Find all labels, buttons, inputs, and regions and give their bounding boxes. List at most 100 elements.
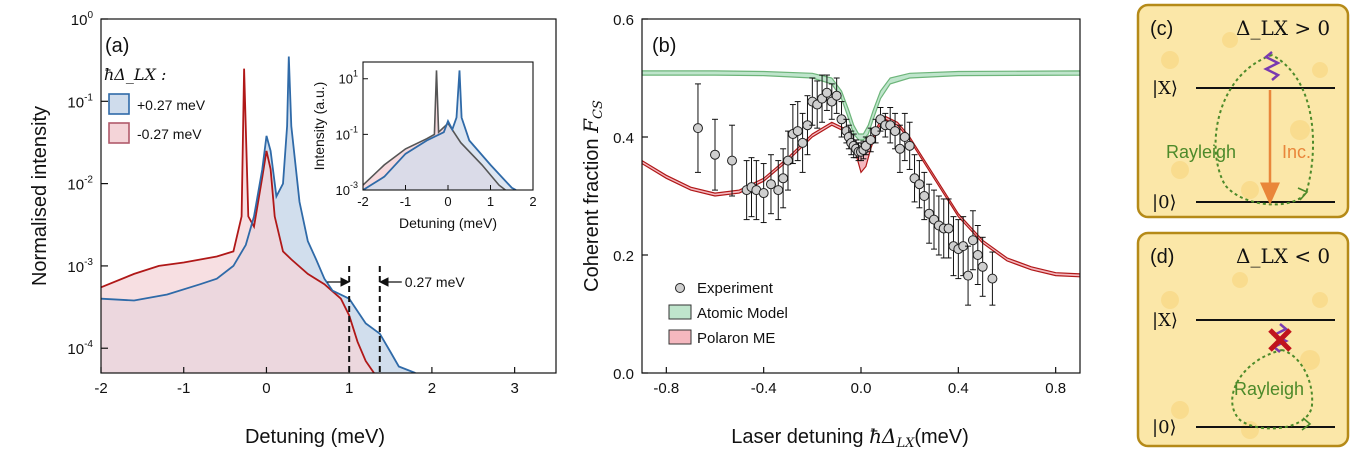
panel-b-axes: -0.8 -0.4 0.0 0.4 0.8 0.0 0.2 0.4 0.6 xyxy=(613,12,1066,397)
a-xtick-label-0: -2 xyxy=(94,380,107,397)
panel-a-frame xyxy=(100,18,557,374)
panel-d-condition: Δ_LX < 0 xyxy=(1236,244,1330,268)
panel-c-rayleigh-loop xyxy=(1214,54,1315,206)
panel-a-legend-title: ħΔ_LX : xyxy=(104,65,166,84)
panel-b: -0.8 -0.4 0.0 0.4 0.8 0.0 0.2 0.4 0.6 (b) Laser … xyxy=(579,12,1081,451)
panel-d-lower-label: |0⟩ xyxy=(1152,417,1177,438)
a-ytick-label-3: 10-3 xyxy=(67,257,93,276)
panel-c-incoherent-label: Inc. xyxy=(1282,142,1311,162)
experiment-point xyxy=(894,143,905,154)
legend-label-atomic: Atomic Model xyxy=(697,305,788,322)
panel-d-rayleigh-arrow-icon xyxy=(1301,417,1312,431)
panel-c-texture xyxy=(1161,32,1328,199)
experiment-point xyxy=(773,185,784,196)
experiment-point xyxy=(904,140,915,151)
in-ytick-label-2: 10-3 xyxy=(336,180,358,198)
series-line-negative xyxy=(101,68,375,373)
in-ytick-label-1: 10-1 xyxy=(336,124,358,142)
a-xtick-label-2: 0 xyxy=(262,380,270,397)
experiment-point xyxy=(710,149,720,160)
in-xtick-label-3: 1 xyxy=(487,194,494,209)
panel-c-laser-squiggle-icon xyxy=(1263,51,1281,81)
panel-b-xlabel: Laser detuning ħΔLX(meV) xyxy=(731,424,969,451)
panel-c-upper-label: |X⟩ xyxy=(1152,78,1178,99)
panel-c-lower-label: |0⟩ xyxy=(1152,192,1177,213)
panel-c-rayleigh-label: Rayleigh xyxy=(1166,142,1236,162)
experiment-point xyxy=(890,126,901,137)
experiment-point xyxy=(692,123,703,134)
panel-d-texture xyxy=(1161,272,1328,439)
a-xtick-label-5: 3 xyxy=(510,380,518,397)
in-ytick-label-0: 101 xyxy=(339,69,358,87)
a-xtick-label-3: 1 xyxy=(345,380,353,397)
b-xtick-label-4: 0.8 xyxy=(1045,380,1066,397)
panel-b-ylabel: Coherent fraction FCS xyxy=(579,100,606,292)
panel-d-upper-label: |X⟩ xyxy=(1152,310,1178,331)
a-ytick-label-0: 100 xyxy=(71,10,94,29)
experiment-point xyxy=(967,235,978,246)
a-ytick-label-2: 10-2 xyxy=(67,175,93,194)
a-xtick-label-1: -1 xyxy=(177,380,190,397)
panel-d-box xyxy=(1136,231,1350,448)
legend-swatch-positive xyxy=(108,93,130,115)
experiment-point xyxy=(963,270,974,281)
inset-axes: -2 -1 0 1 2 101 10-1 10-3 xyxy=(336,69,537,209)
experiment-point xyxy=(972,250,983,260)
panel-b-tag: (b) xyxy=(652,35,676,57)
legend-label-negative: -0.27 meV xyxy=(137,126,202,142)
a-xtick-label-4: 2 xyxy=(428,380,436,397)
in-xtick-label-0: -2 xyxy=(357,194,369,209)
panel-b-legend: Experiment Atomic Model Polaron ME xyxy=(668,280,788,347)
panel-c-rayleigh-arrow-icon xyxy=(1297,187,1309,201)
b-xtick-label-3: 0.4 xyxy=(948,380,969,397)
b-ytick-label-2: 0.4 xyxy=(613,130,634,147)
b-xtick-label-1: -0.4 xyxy=(751,380,777,397)
panel-d-blocked-cross-icon xyxy=(1268,328,1292,352)
panel-c-tag: (c) xyxy=(1150,18,1173,40)
polaron-me-band xyxy=(642,115,1080,278)
panel-d-tag: (d) xyxy=(1150,246,1174,268)
panel-b-plot-area xyxy=(642,70,1080,306)
experiment-point xyxy=(821,87,832,98)
legend-swatch-atomic xyxy=(668,304,692,320)
panel-d-rayleigh-loop xyxy=(1231,349,1314,430)
panel-a-ylabel: Normalised intensity xyxy=(29,106,51,286)
panel-a-plot-area xyxy=(101,56,416,373)
inset-line-positive xyxy=(363,70,517,190)
series-line-positive xyxy=(101,56,416,373)
series-area-negative xyxy=(101,68,374,373)
legend-swatch-negative xyxy=(108,122,130,144)
in-xtick-label-2: 0 xyxy=(444,194,451,209)
inset-ylabel: Intensity (a.u.) xyxy=(311,82,327,171)
experiment-point xyxy=(727,155,738,166)
experiment-point xyxy=(778,173,789,184)
in-xtick-label-1: -1 xyxy=(400,194,412,209)
panel-d-rayleigh-label: Rayleigh xyxy=(1234,379,1304,399)
experiment-point xyxy=(765,179,776,190)
inset-line-negative xyxy=(363,70,506,190)
legend-marker-experiment xyxy=(675,283,685,293)
b-xtick-label-0: -0.8 xyxy=(653,380,679,397)
experiment-point xyxy=(977,261,988,272)
experiment-point xyxy=(914,179,925,190)
b-ytick-label-1: 0.2 xyxy=(613,248,634,265)
legend-swatch-polaron xyxy=(668,329,692,345)
inset-plot-area xyxy=(363,70,517,190)
panel-a-xlabel: Detuning (meV) xyxy=(245,426,385,448)
atomic-model-band xyxy=(642,70,1080,141)
panel-a-inset: -2 -1 0 1 2 101 10-1 10-3 Detuning (meV) Intens… xyxy=(311,61,537,231)
experiment-point xyxy=(792,126,803,137)
experiment-point xyxy=(758,188,769,199)
experiment-point xyxy=(987,273,998,284)
legend-label-positive: +0.27 meV xyxy=(137,97,206,113)
b-xtick-label-2: 0.0 xyxy=(851,380,872,397)
experiment-point xyxy=(797,137,808,148)
a-ytick-label-1: 10-1 xyxy=(67,92,93,111)
separation-annotation: 0.27 meV xyxy=(327,266,465,372)
legend-label-polaron: Polaron ME xyxy=(697,330,775,347)
separation-label: 0.27 meV xyxy=(405,274,466,290)
experiment-point xyxy=(919,191,930,201)
